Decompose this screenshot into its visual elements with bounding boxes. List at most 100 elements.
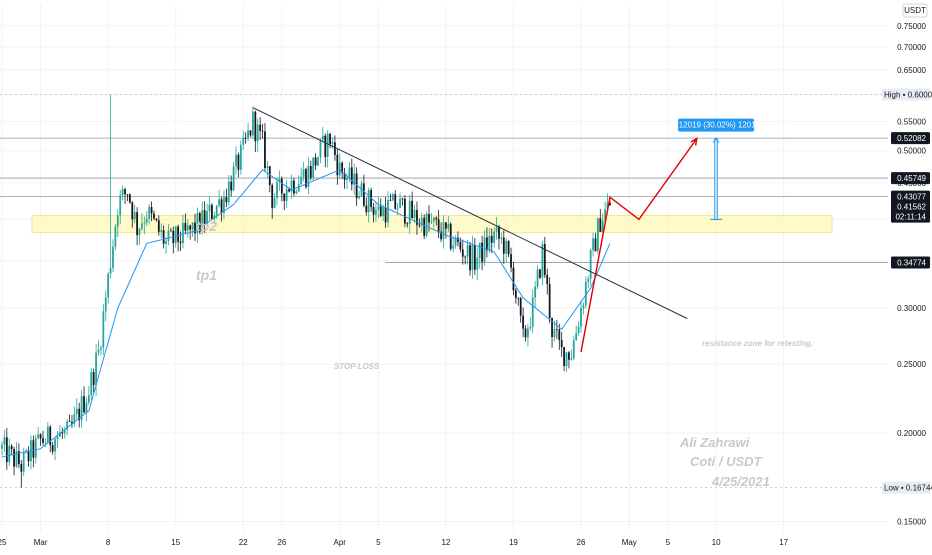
candle <box>102 304 105 356</box>
candle <box>54 436 56 461</box>
candle-body <box>15 451 18 467</box>
candle <box>237 152 240 178</box>
current-price-badge <box>891 200 930 223</box>
candle <box>68 414 71 423</box>
price-axis-panel[interactable] <box>890 0 932 550</box>
trendline <box>252 107 688 319</box>
candle <box>232 161 235 191</box>
candle-body <box>505 240 508 254</box>
candle-body <box>162 230 165 244</box>
candle-body <box>167 230 170 241</box>
candle <box>280 176 283 202</box>
candle <box>555 320 558 340</box>
candle <box>389 193 392 202</box>
candle-body <box>580 308 582 327</box>
level-badge-value: 0.52082 <box>897 134 926 143</box>
candle <box>167 224 170 246</box>
price-tick-label: 0.20000 <box>897 429 926 438</box>
candle-body <box>529 327 532 329</box>
candle-body <box>266 166 269 169</box>
candle-body <box>488 235 491 251</box>
candle-body <box>423 217 426 236</box>
level-badge <box>891 132 930 145</box>
candle <box>558 323 561 350</box>
candle-body <box>138 228 141 236</box>
resistance-zone <box>31 215 833 234</box>
candle <box>469 241 471 276</box>
candle <box>464 255 467 265</box>
candle <box>83 386 85 414</box>
candle <box>375 201 377 222</box>
candle <box>133 204 136 224</box>
candle-body <box>121 189 124 196</box>
candle-body <box>517 297 520 299</box>
candle-body <box>1 444 3 449</box>
candle <box>510 247 512 273</box>
candle <box>353 163 356 195</box>
candle <box>416 201 418 235</box>
candle <box>227 175 230 206</box>
candle-body <box>184 222 187 231</box>
candle-body <box>150 207 153 214</box>
candle-body <box>512 267 515 291</box>
candle-body <box>437 219 440 232</box>
time-axis-panel[interactable] <box>0 536 890 550</box>
candle-body <box>305 169 307 187</box>
candle-body <box>387 199 389 223</box>
candle-body <box>568 352 570 360</box>
level-badge <box>891 190 930 203</box>
candle-body <box>350 167 353 185</box>
candle-body <box>90 372 93 396</box>
measure-label-box <box>678 118 755 132</box>
candle <box>302 161 305 182</box>
candle <box>305 167 307 190</box>
candle <box>136 207 138 246</box>
candle-body <box>331 142 334 145</box>
candle-body <box>119 195 122 216</box>
price-tick-label: 0.75000 <box>897 22 926 31</box>
time-tick-label: 17 <box>779 538 788 547</box>
candle-body <box>203 210 206 225</box>
candle-body <box>302 169 305 177</box>
time-tick-label: 8 <box>106 538 111 547</box>
candle <box>218 189 221 208</box>
candle-body <box>247 130 249 139</box>
candle <box>587 275 590 289</box>
candle-body <box>160 230 163 232</box>
candle-body <box>100 347 102 350</box>
candle-body <box>604 209 607 221</box>
ma-line <box>1 169 611 458</box>
hl-label: High • 0.60000 <box>884 91 932 100</box>
candle <box>220 196 223 222</box>
candle-body <box>452 245 455 249</box>
candle <box>34 434 37 464</box>
time-axis[interactable]: 25 Mar 8 15 22 26 Apr 5 12 19 26 May 5 10 17 <box>0 538 789 547</box>
candle-body <box>420 217 423 226</box>
candle-body <box>109 268 112 274</box>
candle <box>502 230 505 264</box>
candle-body <box>473 245 476 270</box>
candle <box>290 174 293 199</box>
candle-body <box>143 222 146 224</box>
candle <box>406 222 409 228</box>
candle <box>235 146 237 176</box>
tp2-label: tp2 <box>196 218 217 234</box>
resistance-zone-box <box>31 215 833 234</box>
candle-body <box>502 237 505 254</box>
candle-body <box>256 124 259 142</box>
candle <box>264 123 266 172</box>
candle <box>382 204 385 221</box>
time-tick-label: 19 <box>509 538 518 547</box>
candle <box>568 351 570 369</box>
candle-body <box>104 297 107 312</box>
candle <box>594 232 597 252</box>
candle <box>577 321 580 336</box>
level-badge-value: 0.34774 <box>897 259 926 268</box>
currency-badge[interactable] <box>902 3 928 18</box>
candle-body <box>177 226 180 242</box>
candle-body <box>20 464 23 472</box>
candle <box>162 225 165 249</box>
